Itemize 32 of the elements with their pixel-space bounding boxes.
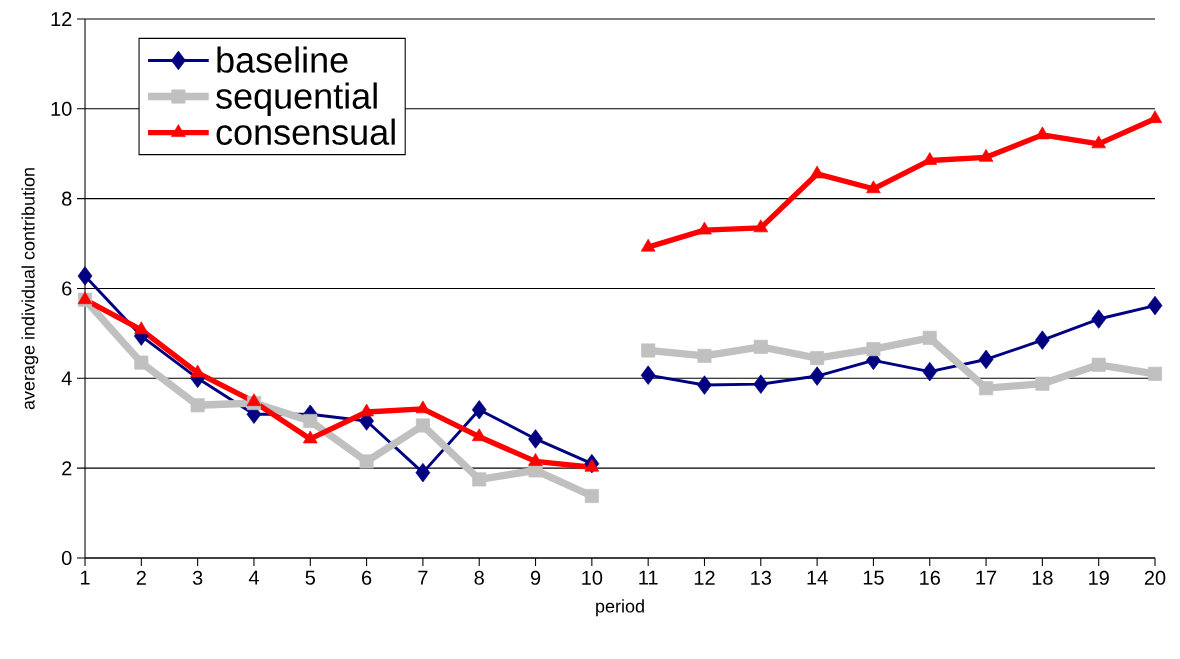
- y-axis-title: average individual contribution: [21, 168, 39, 410]
- y-tick-label: 12: [51, 12, 72, 26]
- x-tick-label: 14: [807, 570, 828, 585]
- y-tick-label: 8: [62, 191, 72, 206]
- x-tick-label: 8: [474, 570, 484, 585]
- x-axis-title: period: [596, 599, 644, 617]
- x-tick-label: 13: [751, 570, 772, 585]
- x-tick-label: 5: [305, 570, 315, 585]
- x-tick-label: 19: [1089, 570, 1109, 585]
- x-tick-label: 4: [248, 570, 259, 585]
- legend-label: consensual: [216, 118, 395, 145]
- x-tick-label: 18: [1032, 570, 1053, 585]
- y-tick-label: 6: [62, 281, 72, 296]
- x-tick-label: 9: [530, 570, 541, 585]
- x-tick-label: 17: [976, 570, 997, 585]
- y-tick-label: 2: [62, 461, 72, 476]
- y-tick-label: 0: [61, 550, 72, 566]
- y-tick-label: 4: [61, 371, 72, 386]
- x-tick-label: 20: [1144, 570, 1166, 585]
- x-tick-label: 11: [639, 570, 658, 585]
- x-tick-label: 1: [80, 570, 90, 585]
- legend-label: baseline: [217, 46, 348, 73]
- legend-label: sequential: [216, 82, 377, 117]
- x-tick-label: 16: [920, 570, 940, 585]
- x-tick-label: 3: [192, 570, 203, 585]
- x-tick-label: 10: [582, 570, 603, 585]
- x-tick-label: 12: [694, 570, 715, 585]
- x-tick-label: 15: [863, 570, 884, 585]
- x-tick-label: 7: [418, 570, 428, 585]
- x-tick-label: 6: [362, 570, 372, 585]
- y-tick-label: 10: [51, 101, 72, 116]
- x-tick-label: 2: [136, 570, 146, 585]
